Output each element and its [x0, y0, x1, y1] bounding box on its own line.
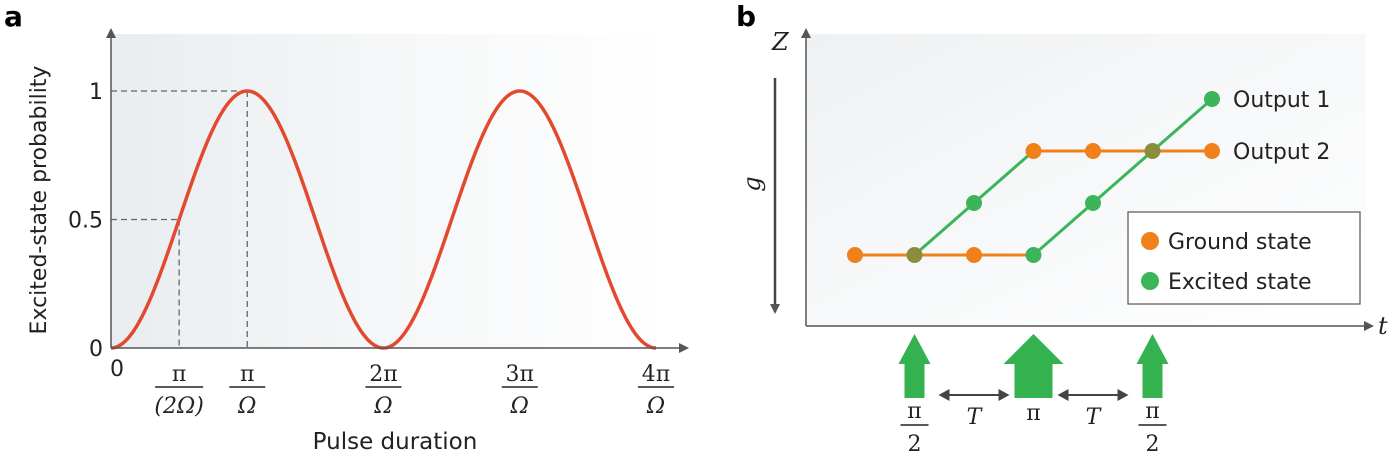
panel-b-letter: b	[736, 0, 756, 33]
y-axis-label: Excited-state probability	[27, 66, 52, 335]
output-labels: Output 1 Output 2	[1233, 88, 1330, 165]
legend-box	[1127, 211, 1361, 305]
pulse-numerator: π	[1145, 399, 1159, 424]
legend-marker-excited	[1141, 272, 1159, 290]
z-axis-label: Z	[771, 28, 790, 56]
x-tick-denominator: (2Ω)	[154, 394, 203, 419]
interval-label: T	[967, 405, 984, 430]
excited-dot	[1025, 247, 1042, 263]
y-tick-label: 0.5	[68, 209, 103, 234]
pulse-arrow-1	[898, 334, 931, 398]
mixed-dot	[1144, 143, 1161, 159]
x-tick-label: 0	[110, 357, 124, 382]
interval-arrowhead	[1117, 389, 1129, 401]
panel-a-letter: a	[4, 0, 23, 33]
x-tick-denominator: Ω	[237, 394, 256, 419]
panel-b: b Z t g Output 1 Output 2 Ground state Exc…	[736, 0, 1388, 457]
mixed-dot	[906, 247, 923, 263]
x-tick-numerator: 2π	[369, 362, 397, 387]
pulse-denominator: 2	[1146, 432, 1160, 457]
legend-label-ground: Ground state	[1168, 230, 1312, 255]
x-tick-denominator: Ω	[510, 394, 529, 419]
pulse-arrow-2	[1003, 334, 1064, 398]
ground-dot	[1025, 143, 1042, 159]
trajectory-dots	[847, 91, 1220, 263]
pulse-sequence: π 2 π π 2 T T	[898, 334, 1169, 457]
x-tick-denominator: Ω	[373, 394, 392, 419]
output-label-ground: Output 2	[1233, 140, 1330, 165]
ground-dot	[966, 247, 982, 263]
pulse-arrow-3	[1136, 334, 1169, 398]
t-axis-label: t	[1378, 312, 1388, 340]
panel-a-background	[111, 34, 671, 348]
x-tick-numerator: π	[172, 362, 186, 387]
x-tick-denominator: Ω	[646, 394, 665, 419]
x-axis-label: Pulse duration	[313, 429, 478, 455]
excited-trajectory	[1151, 97, 1213, 153]
pulse-label: π	[1026, 401, 1040, 426]
y-tick-label: 0	[89, 337, 103, 362]
output-label-excited: Output 1	[1233, 88, 1330, 113]
excited-dot	[1085, 195, 1101, 211]
x-tick-numerator: 4π	[642, 362, 670, 387]
legend-marker-ground	[1141, 232, 1159, 250]
excited-dot	[1204, 91, 1220, 107]
guide-lines	[111, 90, 248, 348]
legend-label-excited: Excited state	[1168, 270, 1312, 295]
x-tick-numerator: π	[240, 362, 254, 387]
ground-dot	[847, 247, 863, 263]
interval-arrowhead	[998, 389, 1010, 401]
legend: Ground state Excited state	[1127, 211, 1361, 305]
interval-label: T	[1086, 405, 1103, 430]
x-tick-numerator: 3π	[506, 362, 534, 387]
excited-dot	[966, 195, 982, 211]
ground-dot	[1085, 143, 1101, 159]
interval-arrowhead	[1057, 389, 1069, 401]
interval-arrowhead	[938, 389, 950, 401]
y-tick-labels: 00.51	[68, 80, 103, 362]
ground-dot	[1204, 143, 1220, 159]
y-tick-label: 1	[89, 80, 103, 105]
pulse-denominator: 2	[908, 432, 922, 457]
gravity-label: g	[738, 176, 766, 191]
pulse-numerator: π	[907, 399, 921, 424]
